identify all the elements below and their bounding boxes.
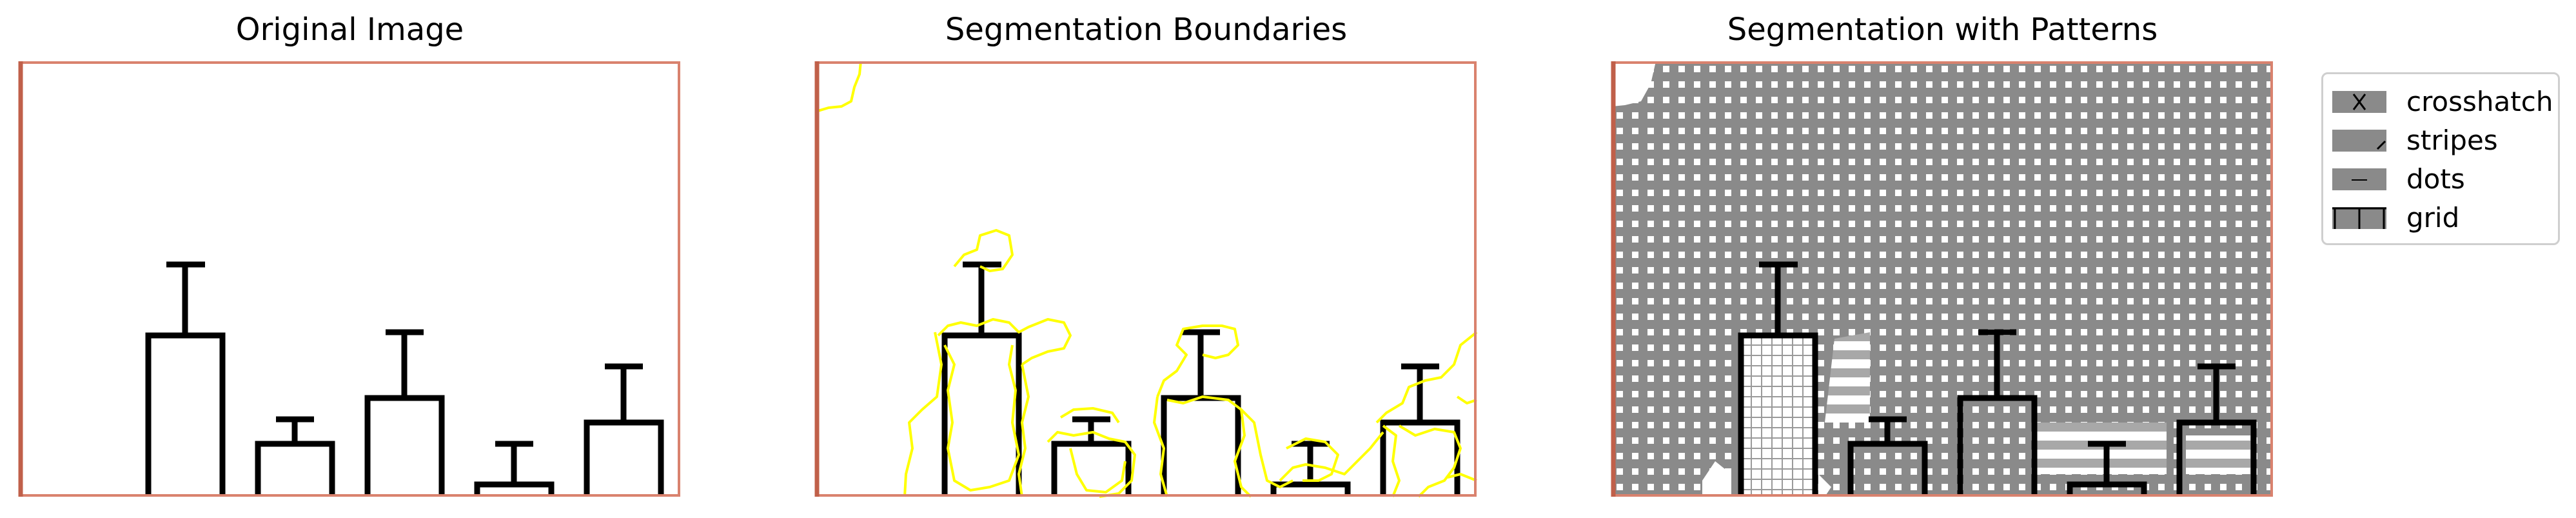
grid-pattern-region — [1612, 61, 2273, 497]
legend-label-grid: grid — [2406, 202, 2460, 234]
legend-label-stripes: stripes — [2406, 125, 2498, 156]
panel-title-original: Original Image — [235, 12, 464, 48]
stripes-pattern-region — [1825, 332, 1870, 423]
white-blotch — [1702, 461, 1831, 497]
fine-grid-region — [1741, 335, 1815, 497]
bar-5 — [2176, 363, 2257, 497]
segmentation-patterns-canvas — [1611, 61, 2273, 497]
bar-3 — [364, 329, 445, 497]
legend-label-dots: dots — [2406, 163, 2465, 195]
bar-4 — [474, 441, 555, 497]
bar-2 — [255, 416, 335, 497]
image-background — [19, 61, 680, 497]
legend-item-dots: dots — [2332, 163, 2551, 195]
stripes-icon — [2332, 130, 2386, 152]
bar-2 — [1847, 416, 1928, 497]
legend-item-crosshatch: crosshatch — [2332, 86, 2553, 118]
panel-segmentation-patterns — [1611, 61, 2273, 497]
panel-segmentation-boundaries — [814, 61, 1478, 498]
bar-1 — [145, 261, 226, 497]
crosshatch-icon — [2332, 91, 2386, 113]
stripes-pattern-region — [2031, 423, 2167, 474]
panel-title-boundaries: Segmentation Boundaries — [945, 12, 1348, 48]
image-background — [816, 61, 1477, 497]
stripes-pattern-region — [2186, 435, 2250, 474]
pattern-legend: crosshatch stripes dots grid — [2321, 72, 2560, 245]
panel-original-image — [18, 61, 680, 497]
segmentation-boundaries-canvas — [814, 61, 1478, 498]
panel-title-patterns: Segmentation with Patterns — [1727, 12, 2158, 48]
legend-item-stripes: stripes — [2332, 125, 2551, 157]
bar-5 — [584, 363, 664, 497]
segmentation-boundary-lines — [815, 61, 1478, 498]
original-image-canvas — [18, 61, 680, 497]
bar-1 — [1738, 261, 1818, 497]
grid-icon — [2332, 207, 2386, 229]
bar-4 — [2067, 441, 2147, 497]
bar-3 — [1957, 329, 2038, 497]
legend-label-crosshatch: crosshatch — [2406, 86, 2553, 117]
legend-item-grid: grid — [2332, 202, 2551, 234]
dots-icon — [2332, 168, 2386, 190]
